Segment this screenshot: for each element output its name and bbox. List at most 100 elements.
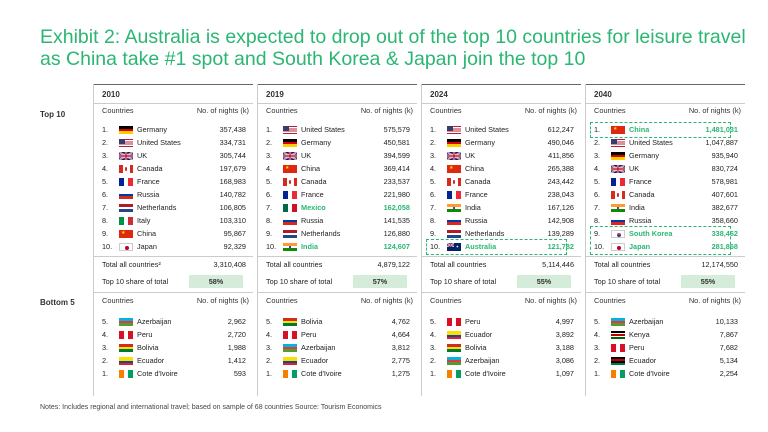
country-name: Peru	[465, 317, 481, 326]
ru-flag-icon	[447, 217, 461, 225]
rank: 8.	[594, 216, 601, 225]
section-label-bottom5: Bottom 5	[40, 298, 75, 307]
ca-flag-icon	[447, 178, 461, 186]
table-row: 4. ★ China 265,388	[430, 163, 574, 175]
nights-value: 575,579	[383, 125, 410, 134]
total-value: 5,114,446	[542, 260, 574, 269]
column-year: 2024	[430, 90, 448, 99]
total-value: 4,879,122	[377, 260, 410, 269]
rank: 4.	[102, 330, 109, 339]
countries-header: Countries	[102, 106, 134, 115]
nights-value: 4,997	[555, 317, 574, 326]
rank: 5.	[266, 317, 273, 326]
table-row: 1. Cote d'Ivoire 593	[102, 368, 246, 380]
cn-flag-icon: ★	[447, 165, 461, 173]
nights-value: 338,462	[711, 229, 738, 238]
country-name: Japan	[137, 242, 157, 251]
country-name: Cote d'Ivoire	[301, 369, 342, 378]
table-row: 7. Mexico 162,058	[266, 202, 410, 214]
bottom5-header: Countries No. of nights (k)	[430, 296, 577, 308]
nights-value: 243,442	[547, 177, 574, 186]
country-name: Russia	[301, 216, 324, 225]
countries-header: Countries	[266, 296, 298, 305]
it-flag-icon	[119, 217, 133, 225]
country-name: China	[301, 164, 321, 173]
us-flag-icon	[119, 139, 133, 147]
table-row: 3. UK 394,599	[266, 150, 410, 162]
in-flag-icon	[447, 204, 461, 212]
table-row: 1. Cote d'Ivoire 2,254	[594, 368, 738, 380]
table-row: 9. Netherlands 139,289	[430, 228, 574, 240]
ru-flag-icon	[119, 191, 133, 199]
top10-header: Countries No. of nights (k)	[266, 106, 413, 118]
country-name: Cote d'Ivoire	[465, 369, 506, 378]
column-2010: 2010 Countries No. of nights (k) 1. Germ…	[93, 84, 253, 396]
country-name: UK	[301, 151, 312, 160]
share-row: Top 10 share of total 55%	[430, 275, 574, 288]
table-row: 8. Russia 141,535	[266, 215, 410, 227]
table-row: 2. Germany 450,581	[266, 137, 410, 149]
ci-flag-icon	[611, 370, 625, 378]
table-row: 8. Italy 103,310	[102, 215, 246, 227]
rank: 4.	[266, 330, 273, 339]
country-name: China	[465, 164, 485, 173]
nights-value: 1,047,887	[705, 138, 738, 147]
table-row: 7. India 167,126	[430, 202, 574, 214]
nights-value: 3,086	[555, 356, 574, 365]
country-name: United States	[301, 125, 345, 134]
fr-flag-icon	[611, 178, 625, 186]
nights-value: 3,812	[391, 343, 410, 352]
rank: 6.	[266, 190, 273, 199]
country-name: Ecuador	[465, 330, 493, 339]
uk-flag-icon	[447, 152, 461, 160]
rank: 1.	[430, 369, 437, 378]
nights-value: 1,275	[391, 369, 410, 378]
table-row: 8. Russia 142,908	[430, 215, 574, 227]
countries-header: Countries	[102, 296, 134, 305]
rank: 3.	[102, 343, 109, 352]
rank: 10.	[102, 242, 113, 251]
table-row: 1. ★ China 1,481,031	[594, 124, 738, 136]
highlight-box	[426, 239, 567, 255]
rank: 1.	[102, 125, 109, 134]
country-name: Russia	[137, 190, 160, 199]
nights-value: 141,535	[383, 216, 410, 225]
total-label: Total all countries	[266, 260, 323, 269]
rank: 3.	[430, 343, 437, 352]
country-name: Mexico	[301, 203, 326, 212]
jp-flag-icon	[119, 243, 133, 251]
ci-flag-icon	[283, 370, 297, 378]
rank: 6.	[102, 190, 109, 199]
pe-flag-icon	[283, 331, 297, 339]
rank: 8.	[430, 216, 437, 225]
country-name: Ecuador	[137, 356, 165, 365]
nights-value: 2,962	[227, 317, 246, 326]
table-row: 1. Cote d'Ivoire 1,097	[430, 368, 574, 380]
country-name: Italy	[137, 216, 151, 225]
fr-flag-icon	[447, 191, 461, 199]
ec-flag-icon	[283, 357, 297, 365]
country-name: Germany	[465, 138, 496, 147]
eg-flag-icon	[611, 357, 625, 365]
country-name: Netherlands	[465, 229, 505, 238]
nl-flag-icon	[119, 204, 133, 212]
table-row: 3. UK 305,744	[102, 150, 246, 162]
table-row: 2. Ecuador 1,412	[102, 355, 246, 367]
uk-flag-icon	[611, 165, 625, 173]
uk-flag-icon	[283, 152, 297, 160]
column-divider	[585, 84, 586, 396]
country-name: Kenya	[629, 330, 650, 339]
top10-header: Countries No. of nights (k)	[102, 106, 249, 118]
column-top-rule	[421, 84, 581, 85]
uk-flag-icon	[119, 152, 133, 160]
share-row: Top 10 share of total 55%	[594, 275, 738, 288]
nights-value: 369,414	[383, 164, 410, 173]
ci-flag-icon	[447, 370, 461, 378]
rank: 4.	[594, 164, 601, 173]
table-row: 3. Azerbaijan 3,812	[266, 342, 410, 354]
bottom5-rule	[93, 292, 253, 293]
country-name: India	[301, 242, 319, 251]
countries-header: Countries	[594, 106, 626, 115]
table-row: 1. Cote d'Ivoire 1,275	[266, 368, 410, 380]
total-label: Total all countries	[594, 260, 651, 269]
